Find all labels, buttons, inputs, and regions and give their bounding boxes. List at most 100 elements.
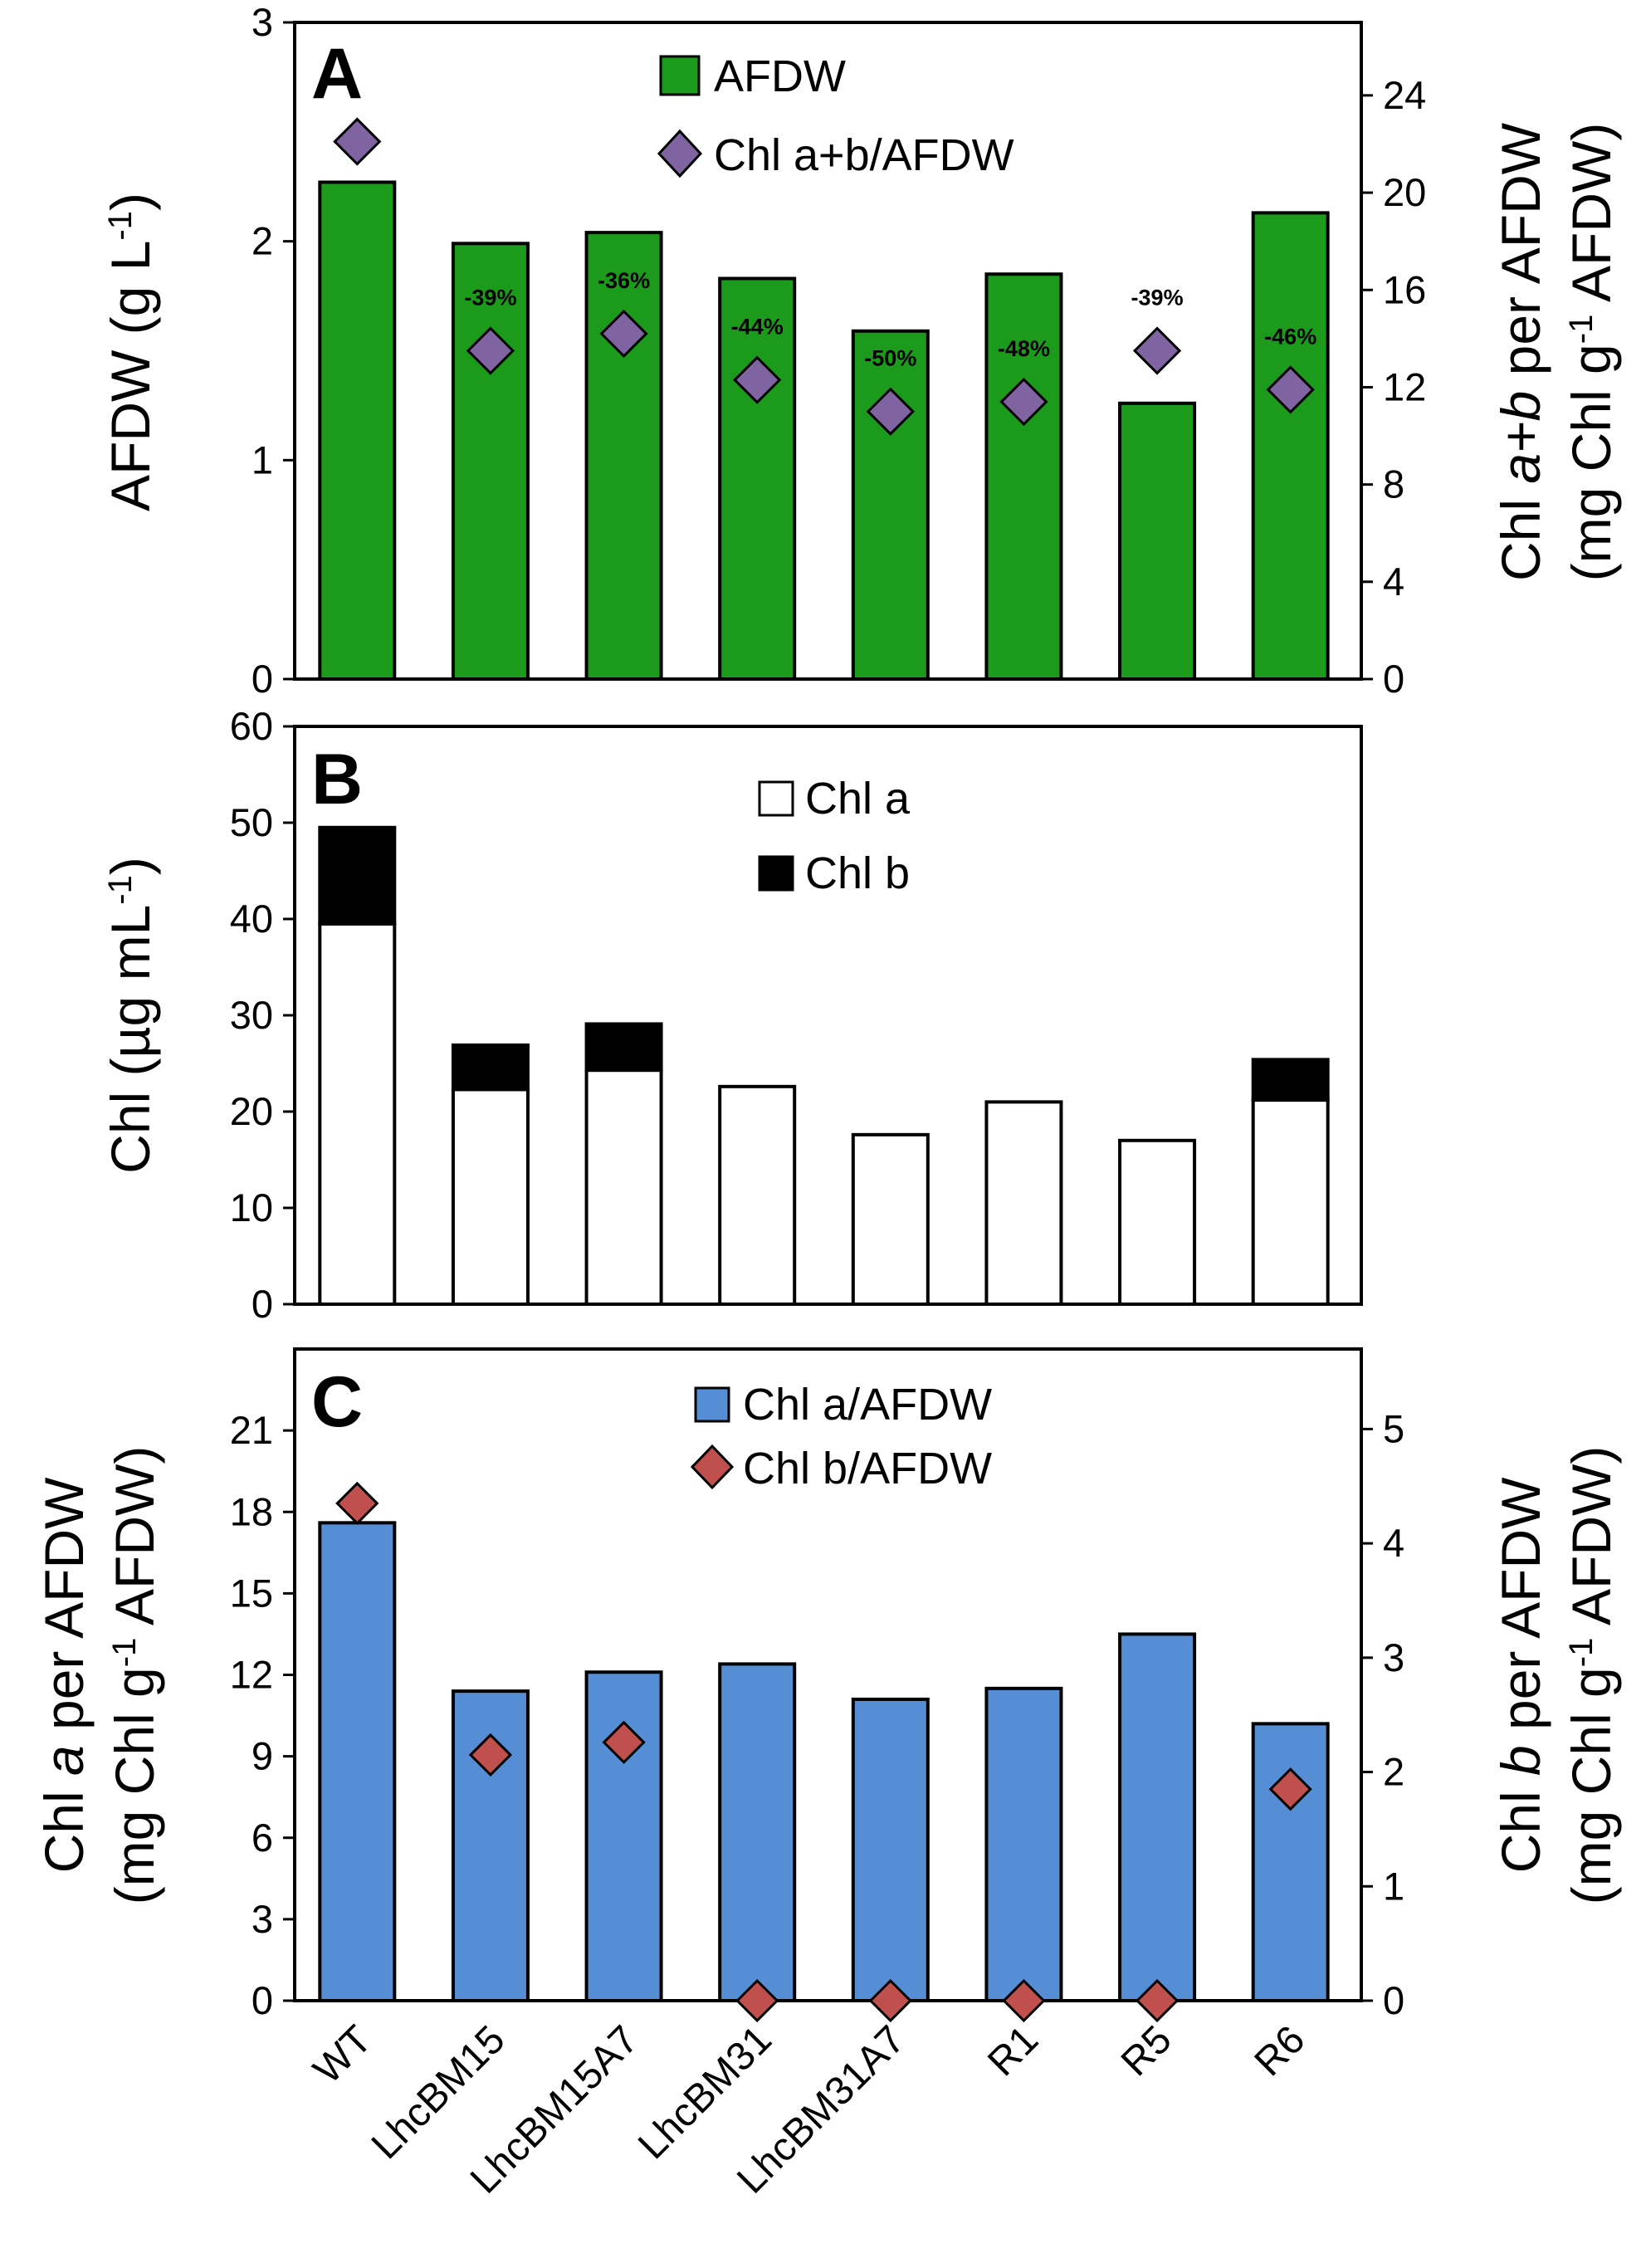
- chl-ab-marker-wt: [333, 117, 382, 166]
- panel-c-letter: C: [311, 1362, 363, 1442]
- panel-a-right-axis-tick-label: 20: [1383, 170, 1426, 214]
- panel-a-plot-frame: [293, 21, 1363, 681]
- chl-ab-marker-r1: [999, 377, 1048, 427]
- panel-a-letter: A: [311, 34, 363, 114]
- legend-chl-a-swatch: [758, 780, 794, 817]
- panel-b-axis-tick-label: 50: [230, 800, 273, 844]
- panel-c-right-axis-tick-label: 4: [1383, 1521, 1404, 1565]
- chl-a-bar-r1: [984, 1100, 1063, 1307]
- chl-a-bar-lhcbm15: [451, 1088, 530, 1306]
- panel-b-letter: B: [311, 740, 363, 819]
- panel-c-right-axis-tick-label: 5: [1383, 1406, 1404, 1450]
- afdw-bar-lhcbm15: [451, 242, 530, 681]
- panel-b-axis-tick-label: 30: [230, 993, 273, 1037]
- panel-c-left-axis-tick-label: 21: [230, 1408, 273, 1452]
- chl-a-afdw-bar-wt: [318, 1521, 397, 2003]
- panel-a-right-axis-tick-label: 8: [1383, 462, 1404, 506]
- chl-a-bar-r5: [1118, 1138, 1197, 1307]
- chl-b-afdw-marker-r5: [1135, 1978, 1180, 2023]
- panel-b-chart: 0 10 20 30 40 50 60 B Chl a Chl b Chl (µg mL-1…: [100, 704, 1363, 1326]
- chl-a-afdw-bar-lhcbm31: [718, 1662, 797, 2002]
- panel-a-right-axis-tick-label: 16: [1383, 267, 1426, 311]
- panel-b-axis-tick-label: 40: [230, 897, 273, 941]
- category-label-r1: R1: [979, 2017, 1047, 2085]
- chl-b-bar-lhcbm15: [451, 1043, 530, 1092]
- panel-c-right-axis-tick-label: 1: [1383, 1864, 1404, 1908]
- legend-chl-b-afdw-marker: [690, 1444, 735, 1490]
- legend-chl-ab-label: Chl a+b/AFDW: [714, 130, 1014, 180]
- panel-a-right-axis-tick-label: 0: [1383, 657, 1404, 701]
- chl-b-afdw-marker-lhcbm15: [468, 1733, 513, 1777]
- panel-c-right-axis-tick-label: 3: [1383, 1635, 1404, 1679]
- chl-b-bar-r6: [1251, 1058, 1330, 1102]
- chl-a-bar-wt: [318, 921, 397, 1307]
- chl-a-bar-lhcbm31: [718, 1084, 797, 1306]
- afdw-bar-lhcbm31: [718, 276, 797, 681]
- panel-a-left-axis-tick-label: 1: [252, 437, 273, 481]
- panel-a-right-axis-tick-label: 12: [1383, 364, 1426, 408]
- chl-ab-marker-lhcbm31: [733, 355, 782, 404]
- panel-c-left-axis-tick-label: 18: [230, 1489, 273, 1533]
- panel-a-right-axis-tick-label: 4: [1383, 560, 1404, 604]
- panel-b-axis-tick-label: 0: [252, 1282, 273, 1326]
- chl-ab-marker-r5: [1132, 326, 1182, 375]
- afdw-bar-lhcbm31a7: [851, 329, 930, 681]
- category-label-r6: R6: [1247, 2017, 1314, 2085]
- legend-chl-a-afdw-label: Chl a/AFDW: [743, 1380, 992, 1430]
- panel-a-left-axis-tick-label: 2: [252, 219, 273, 263]
- panel-c-right-axis-tick-label: 2: [1383, 1750, 1404, 1794]
- chl-a-afdw-bar-r1: [984, 1686, 1063, 2002]
- afdw-bar-lhcbm15a7: [584, 231, 663, 681]
- chl-ab-marker-lhcbm15a7: [599, 309, 648, 359]
- legend-chl-a-label: Chl a: [805, 774, 911, 824]
- chl-b-afdw-marker-r6: [1268, 1767, 1312, 1811]
- chl-b-afdw-marker-lhcbm15a7: [602, 1720, 646, 1764]
- panel-c-left-axis-tick-label: 12: [230, 1653, 273, 1697]
- chl-b-bar-wt: [318, 825, 397, 926]
- panel-c-ylabel-right-line1: Chl b per AFDW: [1490, 1477, 1551, 1874]
- chl-b-afdw-marker-r1: [1002, 1978, 1046, 2023]
- chl-a-afdw-bar-r6: [1251, 1722, 1330, 2002]
- legend-chl-b-swatch: [758, 855, 794, 892]
- reduction-label-lhcbm31: -44%: [731, 315, 784, 340]
- chl-ab-marker-r6: [1266, 365, 1315, 414]
- panel-b-axis-tick-label: 60: [230, 704, 273, 748]
- afdw-bar-wt: [318, 180, 397, 681]
- reduction-label-r1: -48%: [998, 336, 1050, 361]
- panel-c-right-axis-tick-label: 0: [1383, 1978, 1404, 2022]
- panel-a-right-axis-tick-label: 24: [1383, 73, 1426, 117]
- category-label-wt: WT: [305, 2017, 380, 2092]
- chl-a-bar-r6: [1251, 1098, 1330, 1306]
- panel-a-left-axis-tick-label: 0: [252, 657, 273, 701]
- panel-a-ylabel-right-line1: Chl a+b per AFDW: [1490, 122, 1551, 581]
- legend-afdw-label: AFDW: [714, 51, 846, 101]
- chl-a-bar-lhcbm31a7: [851, 1132, 930, 1306]
- panel-c-left-axis-tick-label: 6: [252, 1816, 273, 1860]
- panel-b-ylabel: Chl (µg mL-1): [100, 857, 161, 1174]
- afdw-bar-r1: [984, 272, 1063, 681]
- legend-afdw-swatch: [659, 55, 701, 96]
- reduction-label-lhcbm15a7: -36%: [598, 268, 650, 293]
- legend-chl-a-afdw-swatch: [694, 1386, 730, 1423]
- chl-ab-marker-lhcbm31a7: [866, 387, 915, 436]
- panel-a-left-axis-tick-label: 3: [252, 0, 273, 44]
- reduction-label-lhcbm31a7: -50%: [864, 346, 916, 371]
- chl-b-afdw-marker-wt: [335, 1481, 379, 1526]
- panel-c-ylabel-left-line1: Chl a per AFDW: [33, 1477, 95, 1874]
- legend-chl-b-afdw-label: Chl b/AFDW: [743, 1444, 992, 1493]
- afdw-bar-r6: [1251, 211, 1330, 681]
- chl-ab-marker-lhcbm15: [466, 326, 515, 375]
- panel-c-left-axis-tick-label: 15: [230, 1571, 273, 1615]
- panel-c-left-axis-tick-label: 9: [252, 1734, 273, 1778]
- chl-b-afdw-marker-lhcbm31: [735, 1978, 779, 2023]
- chl-a-afdw-bar-lhcbm31a7: [851, 1697, 930, 2002]
- legend-chl-ab-marker: [657, 129, 703, 178]
- panel-c-ylabel-left-line2: (mg Chl g-1 AFDW): [104, 1446, 165, 1905]
- reduction-label-r5: -39%: [1131, 286, 1184, 310]
- panel-b-axis-tick-label: 20: [230, 1089, 273, 1133]
- legend-chl-b-label: Chl b: [805, 848, 910, 898]
- chl-b-bar-lhcbm15a7: [584, 1022, 663, 1073]
